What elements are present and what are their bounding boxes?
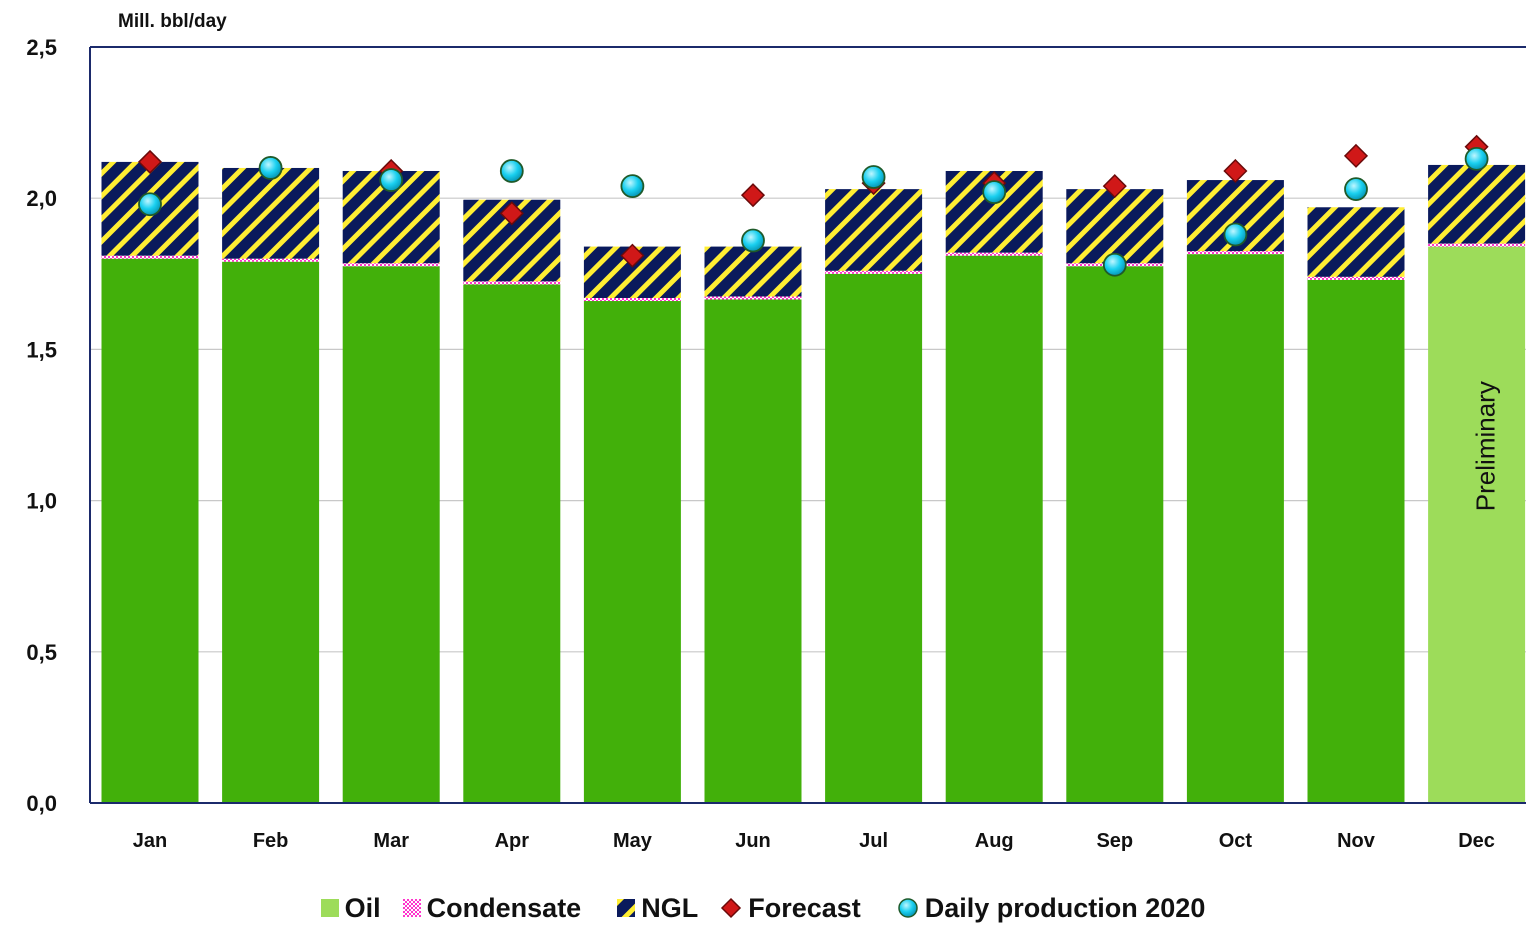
legend-item-condensate: Condensate	[402, 892, 582, 924]
forecast-marker	[499, 201, 524, 226]
oil-bar	[101, 258, 199, 803]
legend-item-ngl: NGL	[617, 893, 698, 924]
forecast-marker	[740, 183, 766, 208]
oil-bar	[1307, 279, 1405, 803]
forecast-marker	[137, 149, 163, 174]
y-axis-ticks: 0,0 0,5 1,0 1,5 2,0 2,5	[26, 35, 57, 816]
ngl-bar	[704, 246, 802, 297]
x-tick-label: Jul	[859, 830, 888, 852]
oil-bar	[342, 266, 440, 803]
daily-production-marker	[620, 174, 645, 199]
ngl-swatch-icon	[617, 899, 636, 917]
forecast-marker	[1223, 158, 1248, 184]
x-axis-ticks: Jan Feb Mar Apr May Jun Jul Aug Sep Oct Nov Dec	[133, 830, 1495, 852]
x-tick-label: Sep	[1096, 830, 1133, 852]
ngl-bar	[1307, 207, 1405, 277]
condensate-bar	[583, 297, 681, 302]
x-tick-label: May	[613, 830, 653, 852]
annotations: Preliminary	[1471, 381, 1501, 511]
condensate-bar	[1428, 243, 1526, 247]
daily-production-marker	[861, 165, 886, 189]
oil-bar	[222, 261, 320, 804]
condensate-bar	[945, 252, 1043, 256]
gridlines	[90, 197, 1526, 653]
oil-bar	[1186, 254, 1284, 804]
daily-production-marker	[258, 156, 283, 180]
daily-production-marker	[1344, 177, 1368, 202]
oil-bar	[825, 273, 923, 803]
condensate-swatch-icon	[402, 899, 421, 917]
y-tick-label: 2,0	[26, 186, 57, 211]
ngl-bar	[222, 167, 320, 259]
x-tick-label: Aug	[975, 830, 1014, 852]
x-tick-label: Mar	[373, 830, 409, 852]
daily-production-marker	[982, 180, 1007, 205]
daily-production-marker	[379, 168, 404, 192]
oil-bar	[583, 301, 681, 803]
condensate-bar	[101, 255, 199, 259]
legend-label-daily-production: Daily production 2020	[924, 892, 1206, 923]
y-tick-label: 0,5	[26, 640, 57, 665]
oil-bar	[1066, 266, 1164, 803]
oil-bar	[463, 284, 561, 803]
daily-production-marker	[741, 228, 765, 253]
x-tick-label: Jun	[735, 830, 771, 852]
x-tick-label: Nov	[1337, 830, 1376, 852]
legend-label-forecast: Forecast	[748, 892, 861, 923]
condensate-bar	[342, 263, 440, 267]
forecast-marker	[1102, 174, 1127, 199]
x-tick-label: Dec	[1458, 830, 1495, 852]
condensate-bar	[825, 270, 923, 274]
x-tick-label: Feb	[253, 830, 289, 852]
condensate-bar	[1307, 276, 1405, 280]
legend-label-oil: Oil	[344, 892, 381, 923]
legend-item-oil: Oil	[320, 892, 381, 924]
forecast-diamond-icon	[721, 897, 742, 919]
daily-production-circle-icon	[898, 898, 918, 918]
daily-production-marker	[138, 192, 162, 217]
condensate-bar	[463, 281, 561, 285]
ngl-bar	[1428, 164, 1526, 244]
condensate-bar	[1186, 251, 1284, 255]
legend-label-condensate: Condensate	[426, 892, 582, 923]
oil-bar	[704, 299, 802, 803]
daily-production-marker	[1464, 146, 1489, 171]
bar-series	[101, 161, 1526, 804]
legend-label-ngl: NGL	[641, 892, 699, 923]
oil-swatch-icon	[320, 899, 339, 917]
plot-frame	[89, 46, 1526, 804]
x-tick-label: Apr	[495, 830, 530, 852]
forecast-marker	[1343, 143, 1369, 168]
daily-production-marker	[499, 159, 524, 183]
x-tick-label: Jan	[133, 830, 167, 852]
y-tick-label: 1,5	[26, 337, 57, 362]
legend-item-daily-production: Daily production 2020	[897, 892, 1206, 924]
daily-production-marker	[1102, 252, 1127, 277]
forecast-marker	[620, 243, 645, 268]
oil-bar	[1428, 246, 1526, 804]
x-tick-label: Oct	[1219, 830, 1253, 852]
condensate-bar	[704, 296, 802, 300]
y-tick-label: 1,0	[26, 489, 57, 514]
y-tick-label: 0,0	[26, 791, 57, 816]
legend: Oil Condensate NGL Forecast Daily produc…	[0, 888, 1526, 928]
condensate-bar	[222, 258, 320, 262]
ngl-bar	[1066, 189, 1164, 264]
y-axis-unit-label: Mill. bbl/day	[118, 11, 227, 32]
preliminary-annotation: Preliminary	[1471, 381, 1501, 511]
oil-bar	[945, 255, 1043, 803]
y-tick-label: 2,5	[26, 35, 57, 60]
legend-item-forecast: Forecast	[720, 893, 861, 924]
marker-series	[137, 134, 1489, 277]
ngl-bar	[825, 189, 923, 271]
daily-production-marker	[1223, 222, 1248, 247]
